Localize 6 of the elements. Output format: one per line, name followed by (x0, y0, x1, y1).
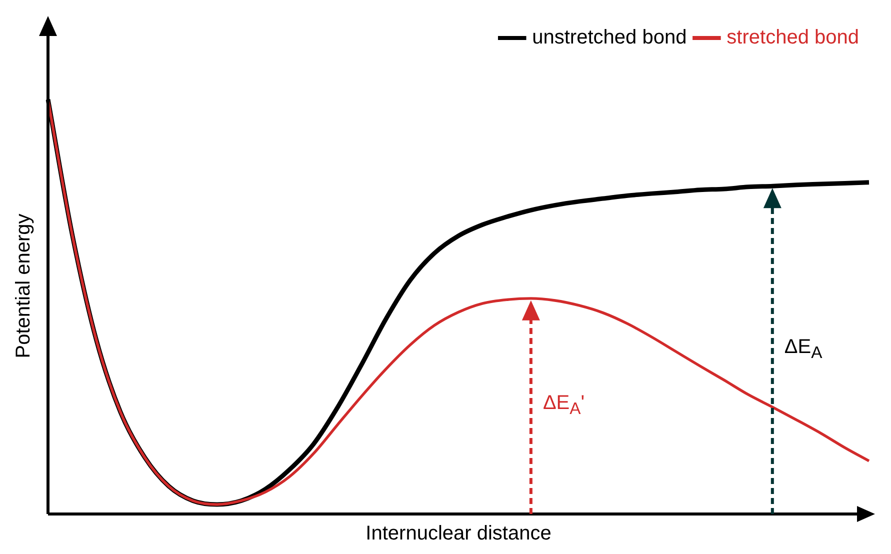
x-axis-title: Internuclear distance (366, 522, 552, 545)
y-axis-title: Potential energy (12, 214, 35, 358)
legend-label: unstretched bond (532, 26, 687, 49)
annotation: ΔE$_{A}$ (784, 336, 822, 364)
legend-label: stretched bond (726, 26, 860, 49)
annotation: ΔE$_{A}$' (542, 392, 585, 420)
